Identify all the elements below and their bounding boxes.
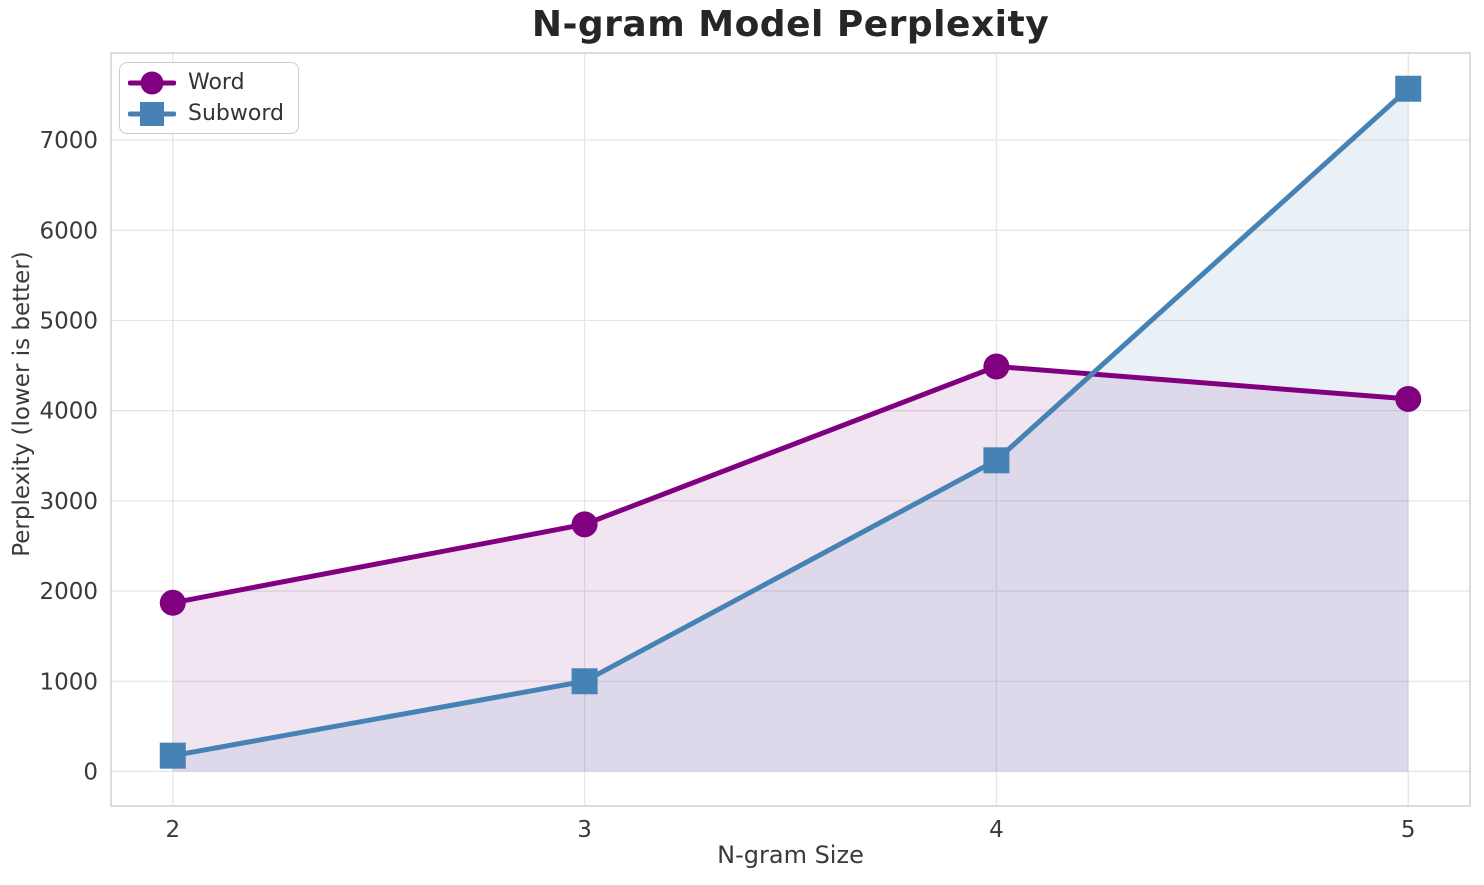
word-line-circle-icon <box>128 68 176 98</box>
legend-entry-subword: Subword <box>128 98 284 129</box>
y-tick-label: 0 <box>83 759 98 785</box>
y-tick-label: 6000 <box>39 218 98 244</box>
series-line-subword <box>170 86 1411 759</box>
x-tick-label: 5 <box>1401 817 1416 843</box>
y-axis-label: Perplexity (lower is better) <box>9 251 35 557</box>
marker-word <box>1395 385 1422 412</box>
legend-label-subword: Subword <box>188 101 284 126</box>
marker-word <box>159 589 186 616</box>
legend: Word Subword <box>119 62 299 134</box>
subword-line-square-icon <box>128 99 176 129</box>
x-tick-label: 4 <box>989 817 1004 843</box>
y-tick-label: 7000 <box>39 128 98 154</box>
marker-word <box>983 353 1010 380</box>
x-tick-label: 3 <box>577 817 592 843</box>
marker-subword <box>983 447 1010 474</box>
marker-word <box>571 511 598 538</box>
legend-label-word: Word <box>188 70 245 95</box>
legend-marker-svg <box>128 71 176 94</box>
marker-subword <box>1395 75 1422 102</box>
marker-subword <box>159 742 186 769</box>
x-axis-label: N-gram Size <box>717 841 864 869</box>
plot-border <box>110 52 1471 807</box>
y-tick-label: 1000 <box>39 669 98 695</box>
x-tick-label: 2 <box>165 817 180 843</box>
legend-marker-svg <box>128 101 176 126</box>
legend-entry-word: Word <box>128 67 284 98</box>
y-tick-label: 5000 <box>39 309 98 335</box>
chart-title: N-gram Model Perplexity <box>531 4 1050 45</box>
series-area-subword <box>172 88 1409 772</box>
y-tick-label: 2000 <box>39 579 98 605</box>
y-tick-label: 4000 <box>39 399 98 425</box>
series-line-word <box>170 364 1411 606</box>
marker-subword <box>571 668 598 695</box>
y-tick-label: 3000 <box>39 489 98 515</box>
